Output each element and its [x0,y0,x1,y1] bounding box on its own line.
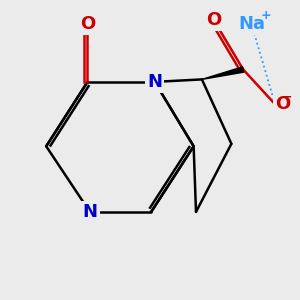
Text: O: O [80,15,95,33]
Text: N: N [82,203,97,221]
Text: N: N [147,73,162,91]
Text: −: − [282,90,293,103]
Text: O: O [206,11,221,29]
Text: O: O [275,95,290,113]
Text: Na: Na [238,15,265,33]
Text: +: + [261,8,272,22]
Polygon shape [202,67,244,80]
